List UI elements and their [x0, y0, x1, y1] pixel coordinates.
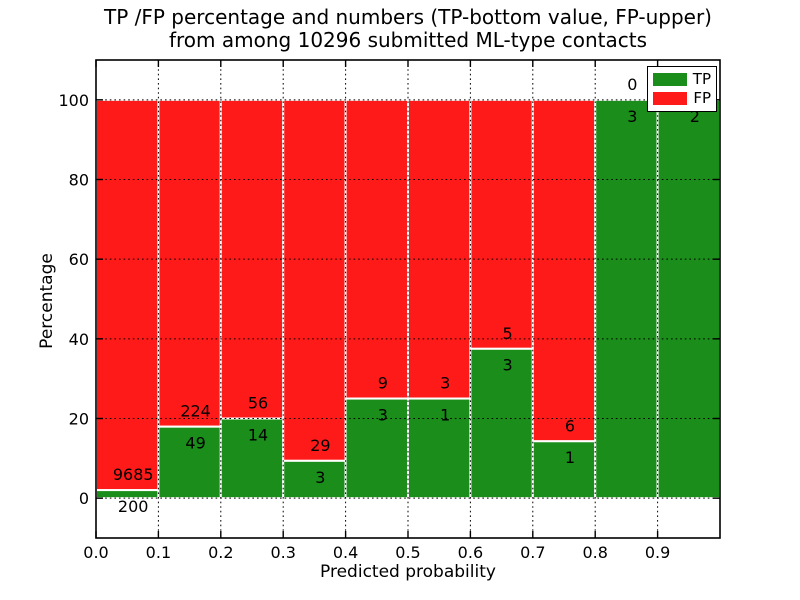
- tp-bar: [344, 397, 410, 500]
- tp-bar: [594, 98, 659, 500]
- chart-title-line2: from among 10296 submitted ML-type conta…: [168, 28, 648, 52]
- fp-count-label: 56: [248, 394, 268, 413]
- tp-count-label: 1: [440, 406, 450, 425]
- fp-count-label: 9685: [113, 465, 154, 484]
- tp-count-label: 3: [503, 356, 513, 375]
- x-tick-label: 0.0: [83, 543, 108, 562]
- fp-count-label: 29: [310, 436, 330, 455]
- fp-bar: [282, 98, 347, 462]
- tp-count-label: 2: [690, 107, 700, 126]
- tp-count-label: 200: [118, 497, 149, 516]
- fp-swatch-icon: [653, 91, 688, 105]
- fp-count-label: 0: [627, 75, 637, 94]
- y-tick-label: 0: [79, 489, 89, 508]
- x-tick-label: 0.9: [645, 543, 670, 562]
- legend-label-tp: TP: [692, 70, 711, 89]
- x-tick-label: 0.1: [146, 543, 171, 562]
- x-tick-label: 0.6: [458, 543, 483, 562]
- fp-bar: [407, 98, 472, 400]
- y-tick-label: 40: [69, 330, 89, 349]
- tp-bar: [407, 397, 472, 500]
- y-tick-label: 100: [58, 91, 89, 110]
- chart-title: TP /FP percentage and numbers (TP-bottom…: [96, 6, 720, 52]
- tp-count-label: 1: [565, 448, 575, 467]
- fp-count-label: 6: [565, 416, 575, 435]
- y-tick-label: 60: [69, 250, 89, 269]
- chart-title-line1: TP /FP percentage and numbers (TP-bottom…: [104, 5, 712, 29]
- fp-count-label: 3: [440, 374, 450, 393]
- x-tick-label: 0.2: [208, 543, 233, 562]
- tp-count-label: 49: [185, 434, 205, 453]
- fp-bar: [157, 98, 222, 428]
- fp-count-label: 9: [378, 374, 388, 393]
- legend-item-tp: TP: [653, 72, 711, 87]
- tp-count-label: 3: [627, 107, 637, 126]
- fp-bar: [469, 98, 534, 350]
- y-axis-label: Percentage: [37, 253, 57, 349]
- x-tick-label: 0.5: [395, 543, 420, 562]
- legend-label-fp: FP: [693, 88, 711, 107]
- x-tick-label: 0.4: [333, 543, 358, 562]
- x-tick-label: 0.7: [520, 543, 545, 562]
- x-tick-label: 0.8: [582, 543, 607, 562]
- tp-count-label: 14: [248, 425, 268, 444]
- tp-bar: [282, 459, 347, 500]
- tp-swatch-icon: [653, 73, 687, 87]
- y-tick-label: 20: [69, 410, 89, 429]
- tp-bar: [469, 347, 534, 500]
- tp-count-label: 3: [315, 468, 325, 487]
- fp-bar: [344, 98, 410, 400]
- x-axis-label: Predicted probability: [320, 562, 496, 582]
- legend: TP FP: [647, 66, 717, 112]
- tp-bar: [219, 417, 285, 500]
- tp-bar: [531, 440, 597, 500]
- fp-count-label: 5: [503, 324, 513, 343]
- legend-item-fp: FP: [653, 88, 711, 107]
- fp-bar: [531, 98, 597, 443]
- tp-bar: [656, 98, 721, 500]
- tp-count-label: 3: [378, 406, 388, 425]
- fp-count-label: 224: [180, 402, 211, 421]
- x-tick-label: 0.3: [270, 543, 295, 562]
- y-tick-label: 80: [69, 171, 89, 190]
- fp-bar: [95, 98, 160, 492]
